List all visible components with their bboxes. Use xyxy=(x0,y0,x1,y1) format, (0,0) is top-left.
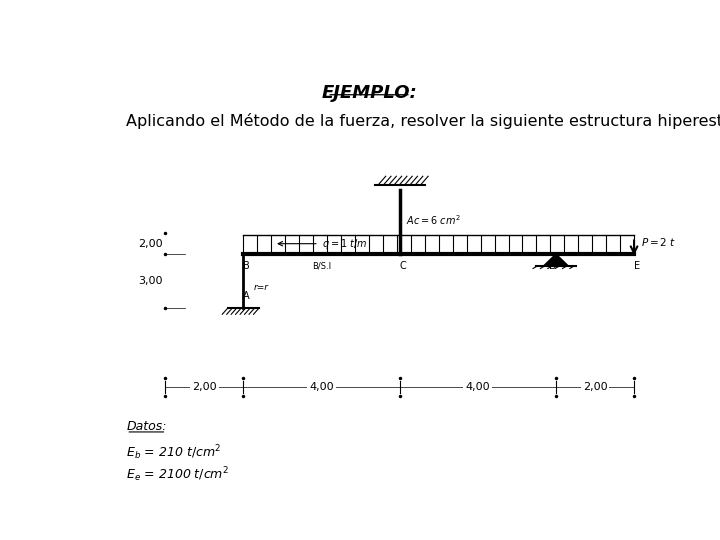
Text: EJEMPLO:: EJEMPLO: xyxy=(321,84,417,102)
Text: 2,00: 2,00 xyxy=(582,382,607,392)
Text: 4,00: 4,00 xyxy=(310,382,334,392)
Text: Datos:: Datos: xyxy=(126,420,167,433)
Text: E: E xyxy=(634,261,640,272)
Text: $Ac=6\ cm^2$: $Ac=6\ cm^2$ xyxy=(406,213,462,227)
Text: Aplicando el Método de la fuerza, resolver la siguiente estructura hiperestatica: Aplicando el Método de la fuerza, resolv… xyxy=(126,113,720,129)
Text: C: C xyxy=(399,261,406,272)
Text: E$_e$ = 2100 $t/cm^2$: E$_e$ = 2100 $t/cm^2$ xyxy=(126,465,230,484)
Text: $P=2\ t$: $P=2\ t$ xyxy=(641,235,676,247)
Text: r=r: r=r xyxy=(253,283,269,292)
Polygon shape xyxy=(544,254,568,266)
Text: B: B xyxy=(243,261,250,272)
Text: A: A xyxy=(243,291,250,301)
Text: E$_b$ = 210 $t/cm^2$: E$_b$ = 210 $t/cm^2$ xyxy=(126,443,222,462)
Text: 4,00: 4,00 xyxy=(466,382,490,392)
Text: 2,00: 2,00 xyxy=(192,382,217,392)
Text: B/S.I: B/S.I xyxy=(312,261,331,271)
Text: D: D xyxy=(549,261,557,272)
Text: 3,00: 3,00 xyxy=(138,276,163,286)
Text: 2,00: 2,00 xyxy=(138,239,163,248)
Text: $q=1\ t/m$: $q=1\ t/m$ xyxy=(322,237,367,251)
